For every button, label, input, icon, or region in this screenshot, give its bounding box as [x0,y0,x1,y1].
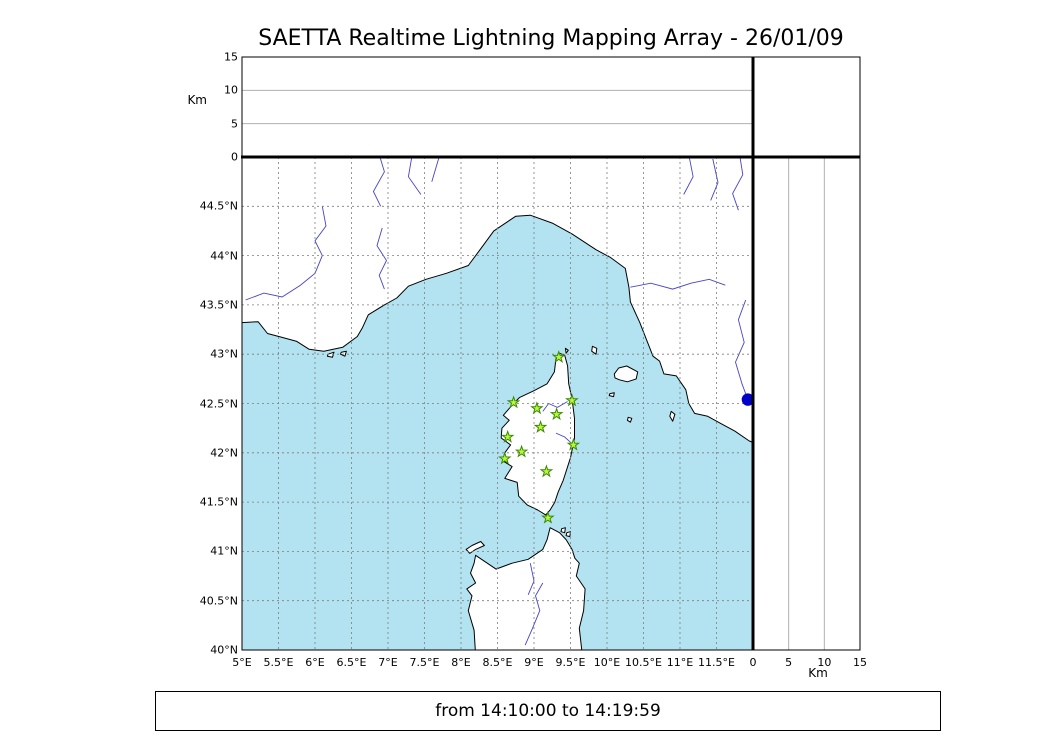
longitude-tick-label: 9°E [524,656,544,669]
station-star-marker [506,395,521,409]
longitude-tick-label: 6.5°E [336,656,367,669]
longitude-tick-label: 11°E [666,656,694,669]
page-title: SAETTA Realtime Lightning Mapping Array … [258,26,844,51]
longitude-tick-label: 5.5°E [263,656,294,669]
altitude-tick-label: 10 [817,656,832,669]
longitude-tick-label: 6°E [305,656,325,669]
latitude-tick-label: 44°N [210,249,238,263]
latitude-tick-label: 41°N [210,544,238,558]
latitude-tick-label: 42.5°N [199,397,238,410]
river [372,157,385,207]
small-island [565,531,571,538]
time-range-box: from 14:10:00 to 14:19:59 [155,691,941,731]
corner-panel-border [752,56,861,158]
longitude-tick-label: 7°E [378,656,398,669]
river [735,299,750,404]
longitude-tick-label: 11.5°E [698,656,735,669]
altitude-tick-label: 0 [749,656,757,669]
map-panel [242,157,753,650]
longitude-tick-label: 10.5°E [625,656,662,669]
longitude-tick-label: 7.5°E [409,656,440,669]
latitude-tick-label: 43.5°N [199,298,238,312]
latitude-tick-label: 41.5°N [199,495,238,509]
altitude-tick-label: 10 [224,83,238,97]
altitude-tick-label: 15 [224,50,238,64]
longitude-tick-label: 8°E [451,656,471,669]
station-star-marker [498,451,512,465]
longitude-tick-label: 5°E [232,656,252,669]
altitude-latitude-panel-border [752,156,861,651]
altitude-tick-label: 5 [785,656,793,669]
station-star-marker [549,407,564,421]
river [376,227,388,290]
small-island [465,541,485,554]
altitude-tick-label: 5 [231,117,238,131]
mainland-coastline [242,157,753,443]
station-star-marker [514,444,529,458]
station-star-marker [566,437,581,451]
altitude-tick-label: 15 [853,656,867,669]
altitude-axis-label-left: Km [187,93,207,107]
small-island [608,392,615,398]
small-island [326,351,335,358]
station-star-marker [530,401,544,415]
latitude-tick-label: 44.5°N [199,199,238,213]
river [524,582,544,646]
event-dot [741,393,753,406]
small-island [591,345,598,355]
station-star-marker [541,510,555,524]
small-island [560,527,566,534]
river [732,157,744,211]
station-star-marker [539,464,554,478]
latitude-tick-label: 40.5°N [199,594,238,608]
small-island [626,416,633,423]
longitude-tick-label: 9.5°E [555,656,586,669]
station-star-marker [533,420,548,433]
river [542,401,568,412]
corsica-island [500,352,575,516]
latitude-tick-label: 43°N [210,347,238,361]
longitude-tick-label: 10°E [593,656,621,669]
small-island [340,350,347,357]
altitude-longitude-panel-border [241,56,754,158]
time-range-text: from 14:10:00 to 14:19:59 [435,701,661,721]
longitude-tick-label: 8.5°E [482,656,513,669]
river [431,157,440,182]
latitude-tick-label: 42°N [210,446,238,460]
small-island [564,347,569,354]
river [630,278,726,290]
station-star-marker [552,350,566,363]
river [710,158,719,201]
latitude-tick-label: 40°N [210,643,238,657]
small-island [613,365,639,383]
small-island [669,410,676,422]
altitude-tick-label: 0 [231,150,238,164]
altitude-axis-label-bottom: Km [808,666,828,680]
station-star-marker [500,429,515,443]
sardinia-island [466,527,586,650]
river [683,157,694,195]
station-star-marker [565,393,579,407]
river [407,157,422,195]
river [527,563,535,595]
